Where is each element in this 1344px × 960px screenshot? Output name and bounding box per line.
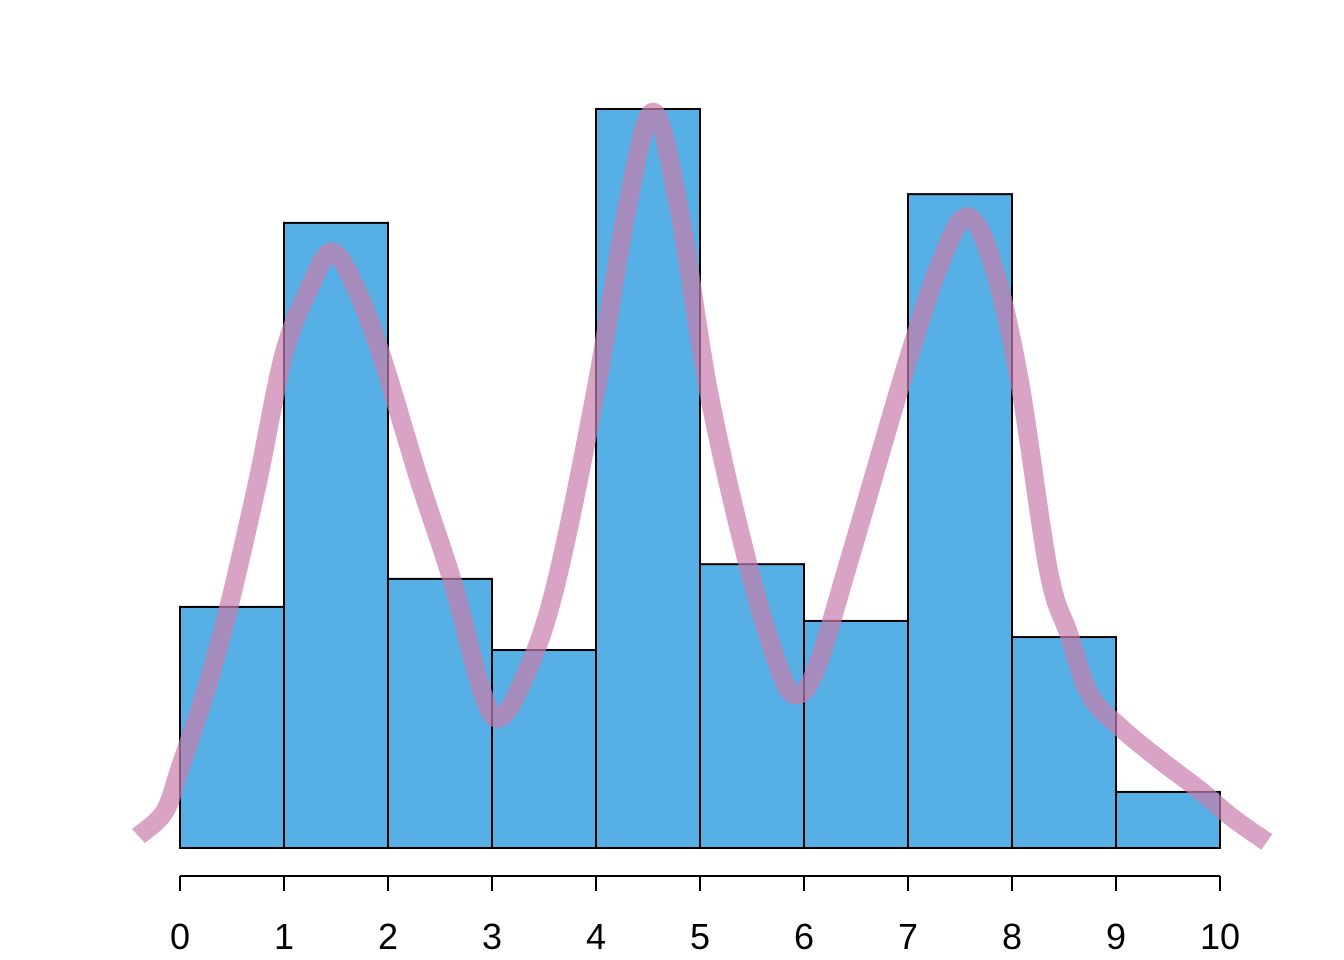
x-axis-tick-label: 6: [794, 916, 814, 957]
histogram-bar: [387, 577, 493, 850]
histogram-bars: [179, 108, 1221, 850]
x-axis-tick-label: 4: [586, 916, 606, 957]
x-axis: 0 1 2 3 4 5 6 7 8 9 10: [170, 875, 1240, 957]
histogram-bar: [491, 649, 597, 849]
x-axis-tick-label: 0: [170, 916, 190, 957]
x-axis-tick-label: 10: [1200, 916, 1240, 957]
x-axis-tick-label: 2: [378, 916, 398, 957]
x-axis-tick-label: 1: [274, 916, 294, 957]
x-axis-tick-label: 9: [1106, 916, 1126, 957]
histogram-bar: [1011, 636, 1117, 849]
x-axis-tick-label: 7: [898, 916, 918, 957]
density-curve: [131, 102, 1273, 850]
density-curve-group: [131, 102, 1273, 850]
x-axis-tick-label: 3: [482, 916, 502, 957]
x-axis-tick-label: 8: [1002, 916, 1022, 957]
x-axis-tick-label: 5: [690, 916, 710, 957]
